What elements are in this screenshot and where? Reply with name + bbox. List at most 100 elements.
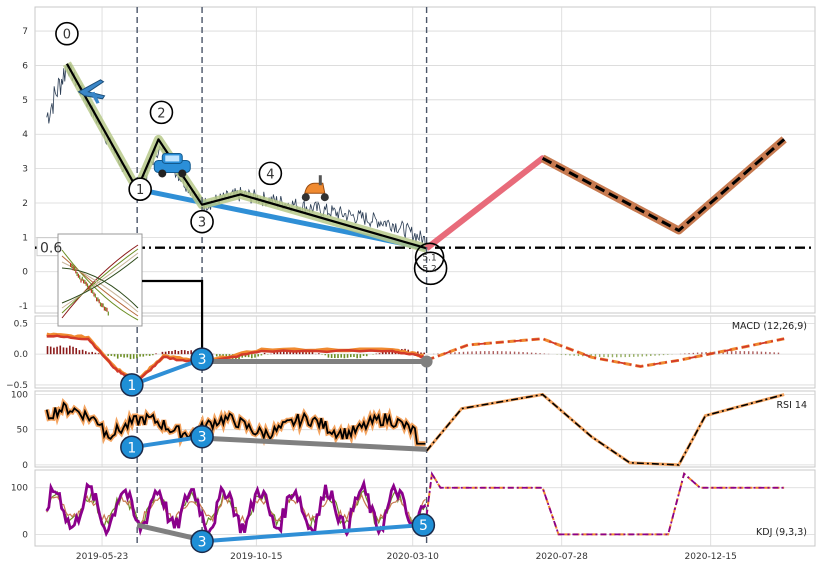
wave-label: 5.2 <box>422 264 436 274</box>
y-tick-label: 100 <box>11 484 28 494</box>
macd-hist-bar <box>667 354 669 355</box>
y-tick-label: 1 <box>22 233 28 243</box>
macd-hist-bar <box>136 354 138 359</box>
macd-hist-bar <box>78 350 81 355</box>
macd-hist-bar <box>726 351 729 355</box>
macd-hist-bar <box>701 352 703 355</box>
macd-hist-bar <box>88 352 90 355</box>
wave-marker <box>258 161 283 186</box>
wave-label: 5.1 <box>422 253 436 263</box>
macd-hist-bar <box>340 354 343 358</box>
macd-hist-bar <box>187 351 189 355</box>
macd-hist-bar <box>633 354 635 357</box>
airplane-icon <box>77 79 106 104</box>
macd-hist-bar <box>535 352 537 355</box>
macd-hist-bar <box>560 354 563 355</box>
macd-hist-bar <box>129 354 132 360</box>
macd-hist-bar <box>276 351 279 355</box>
macd-hist-bar <box>509 351 511 355</box>
macd-hist-bar <box>244 354 247 358</box>
wave-label: 2 <box>157 106 165 121</box>
macd-hist-bar <box>637 354 639 357</box>
macd-hist-bar <box>311 351 314 355</box>
macd-hist-bar <box>730 351 733 355</box>
macd-hist-bar <box>174 349 176 355</box>
car-icon <box>153 152 191 178</box>
macd-marker <box>190 347 214 371</box>
macd-hist-bar <box>91 351 93 355</box>
macd-hist-bar <box>650 354 652 357</box>
macd-hist-bar <box>56 346 58 355</box>
wave-label: 3 <box>198 216 206 231</box>
y-tick-label: −0.5 <box>6 381 28 391</box>
rsi-marker-label: 1 <box>127 440 136 456</box>
macd-hist-bar <box>692 352 695 355</box>
macd-hist-bar <box>308 351 311 355</box>
macd-hist-bar <box>94 352 97 355</box>
macd-hist-bar <box>148 354 151 356</box>
macd-hist-bar <box>620 354 622 358</box>
rsi-blue-trend <box>131 434 203 450</box>
y-tick-label: 50 <box>17 426 29 436</box>
macd-hist-bar <box>539 353 541 355</box>
macd-hist-bar <box>116 354 119 359</box>
macd-hist-bar <box>479 351 482 355</box>
macd-hist-bar <box>215 354 218 357</box>
macd-hist-bar <box>654 354 656 356</box>
y-tick-label: 0 <box>22 530 28 540</box>
macd-hist-bar <box>423 352 426 355</box>
chart-content <box>35 7 815 554</box>
macd-hist-bar <box>69 345 71 355</box>
macd-hist-bar <box>501 351 503 355</box>
macd-hist-bar <box>628 354 631 358</box>
x-tick-label: 2019-10-15 <box>230 552 282 562</box>
macd-hist-bar <box>688 353 690 355</box>
y-tick-label: 3 <box>22 165 28 175</box>
macd-hist-bar <box>611 354 614 358</box>
macd-hist-bar <box>739 351 741 355</box>
kdj-blue-trend <box>201 523 424 544</box>
macd-hist-bar <box>420 352 422 355</box>
macd-hist-bar <box>171 351 173 355</box>
macd-hist-bar <box>362 354 365 356</box>
macd-line <box>46 334 425 384</box>
macd-hist-bar <box>110 354 113 356</box>
macd-hist-bar <box>475 351 477 355</box>
wave-marker <box>413 251 448 286</box>
macd-hist-bar <box>279 350 282 355</box>
y-tick-label: 0 <box>22 268 28 278</box>
macd-marker-label: 3 <box>198 352 207 368</box>
macd-hist-bar <box>756 351 758 355</box>
macd-hist-bar <box>530 352 533 355</box>
panel-title-macd: MACD (12,26,9) <box>732 321 807 332</box>
macd-hist-bar <box>522 352 524 355</box>
kdj-k-line <box>46 489 427 529</box>
macd-marker-label: 1 <box>127 378 136 394</box>
macd-hist-bar <box>496 351 499 355</box>
macd-hist-bar <box>356 354 358 359</box>
macd-hist-bar <box>458 352 460 355</box>
macd-hist-bar <box>658 354 660 356</box>
macd-hist-bar <box>168 351 170 355</box>
x-tick-label: 2020-07-28 <box>536 552 589 562</box>
macd-hist-bar <box>305 350 307 355</box>
macd-hist-bar <box>254 354 256 358</box>
macd-hist-bar <box>505 351 507 355</box>
rsi-gray-trend <box>201 435 427 452</box>
wave-marker <box>149 100 174 125</box>
kdj-d-line <box>46 493 426 524</box>
macd-hist-bar <box>241 354 244 358</box>
macd-hist-bar <box>417 351 419 355</box>
macd-hist-bar <box>543 353 546 355</box>
panel-title-rsi: RSI 14 <box>776 400 807 411</box>
macd-hist-bar <box>298 351 301 355</box>
macd-hist-bar <box>353 354 355 358</box>
y-tick-label: -1 <box>19 302 28 312</box>
macd-hist-bar <box>624 354 626 358</box>
macd-hist-bar <box>616 354 618 358</box>
macd-hist-bar <box>590 354 592 357</box>
scooter-icon <box>301 175 329 202</box>
macd-hist-bar <box>65 347 68 355</box>
macd-hist-bar <box>126 354 129 358</box>
